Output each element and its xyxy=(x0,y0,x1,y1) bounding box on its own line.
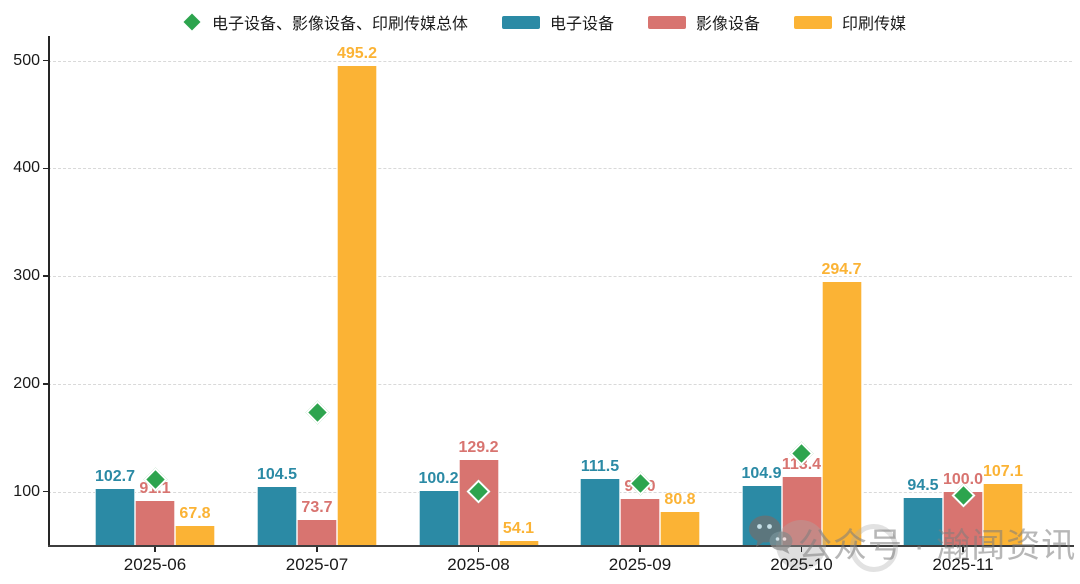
bar-value-label-imaging-equipment-2025-11: 100.0 xyxy=(942,470,984,488)
x-tick-label-2025-06: 2025-06 xyxy=(123,555,187,574)
bar-print-media-2025-08 xyxy=(498,541,539,547)
bar-electronic-equipment-2025-10 xyxy=(741,486,782,547)
diamond-marker-overall-index-2025-07 xyxy=(304,400,330,426)
y-tick-label: 500 xyxy=(13,51,40,69)
y-tick-mark xyxy=(43,275,48,277)
bar-print-media-2025-09 xyxy=(660,512,700,547)
y-axis-spine xyxy=(48,36,50,547)
bar-electronic-equipment-2025-11 xyxy=(903,497,943,547)
bar-print-media-2025-07 xyxy=(337,65,377,547)
legend-item-2: 影像设备 xyxy=(648,10,760,34)
bar-value-label-electronic-equipment-2025-10: 104.9 xyxy=(741,465,782,483)
x-tick-label-2025-08: 2025-08 xyxy=(447,555,510,574)
x-tick-mark xyxy=(800,547,803,552)
y-gridline xyxy=(48,168,1072,170)
x-tick-label-2025-09: 2025-09 xyxy=(608,555,672,574)
legend-swatch-icon xyxy=(648,15,687,29)
y-tick-label: 200 xyxy=(13,374,40,392)
bar-electronic-equipment-2025-07 xyxy=(257,486,297,547)
bar-electronic-equipment-2025-06 xyxy=(95,488,135,547)
x-tick-mark xyxy=(154,547,156,552)
legend-label-3: 印刷传媒 xyxy=(842,16,907,33)
bar-value-label-print-media-2025-06: 67.8 xyxy=(179,505,211,523)
bar-value-label-imaging-equipment-2025-08: 129.2 xyxy=(458,439,499,457)
bar-value-label-imaging-equipment-2025-07: 73.7 xyxy=(301,498,333,516)
x-tick-mark xyxy=(962,547,964,552)
bar-value-label-electronic-equipment-2025-08: 100.2 xyxy=(418,470,459,488)
bar-imaging-equipment-2025-09 xyxy=(620,499,660,547)
y-tick-label: 300 xyxy=(13,267,40,285)
bar-value-label-print-media-2025-08: 54.1 xyxy=(502,520,535,538)
y-tick-mark xyxy=(43,59,48,62)
bar-imaging-equipment-2025-06 xyxy=(135,501,175,547)
x-tick-label-2025-10: 2025-10 xyxy=(770,555,833,574)
x-tick-label-2025-07: 2025-07 xyxy=(285,555,349,574)
bar-value-label-electronic-equipment-2025-11: 94.5 xyxy=(907,476,939,494)
bar-print-media-2025-10 xyxy=(821,281,862,547)
x-tick-label-2025-11: 2025-11 xyxy=(932,555,994,574)
legend-label-1: 电子设备 xyxy=(550,16,615,33)
y-tick-label: 400 xyxy=(13,159,40,177)
legend-label-0: 电子设备、影像设备、印刷传媒总体 xyxy=(212,16,469,33)
y-tick-mark xyxy=(43,383,48,385)
y-gridline xyxy=(48,491,1072,493)
y-tick-mark xyxy=(43,167,48,170)
legend-diamond-icon xyxy=(183,13,201,31)
y-tick-label: 100 xyxy=(13,482,40,500)
bar-electronic-equipment-2025-08 xyxy=(418,491,459,547)
bar-imaging-equipment-2025-10 xyxy=(781,477,822,547)
bar-electronic-equipment-2025-09 xyxy=(580,479,620,547)
bar-value-label-electronic-equipment-2025-09: 111.5 xyxy=(580,458,620,476)
bar-imaging-equipment-2025-07 xyxy=(297,519,337,547)
bar-value-label-print-media-2025-10: 294.7 xyxy=(821,260,862,278)
x-axis-spine xyxy=(48,545,1074,547)
legend-item-0: 电子设备、影像设备、印刷传媒总体 xyxy=(182,10,468,34)
bar-value-label-print-media-2025-09: 80.8 xyxy=(664,491,696,509)
y-gridline xyxy=(48,383,1072,385)
y-gridline xyxy=(48,276,1072,278)
legend-swatch-icon xyxy=(794,15,833,29)
x-tick-mark xyxy=(316,547,318,552)
x-tick-mark xyxy=(477,547,480,552)
legend-swatch-icon xyxy=(502,15,541,29)
bar-imaging-equipment-2025-08 xyxy=(458,460,499,547)
bar-value-label-electronic-equipment-2025-06: 102.7 xyxy=(94,467,136,485)
y-gridline xyxy=(48,60,1072,62)
bar-value-label-print-media-2025-11: 107.1 xyxy=(982,462,1024,480)
legend-label-2: 影像设备 xyxy=(696,16,761,33)
bar-value-label-print-media-2025-07: 495.2 xyxy=(336,44,378,62)
legend-item-3: 印刷传媒 xyxy=(794,10,906,34)
chart-legend: 电子设备、影像设备、印刷传媒总体 电子设备 影像设备 印刷传媒 xyxy=(182,10,906,34)
x-tick-mark xyxy=(639,547,641,552)
legend-item-1: 电子设备 xyxy=(502,10,614,34)
bar-value-label-electronic-equipment-2025-07: 104.5 xyxy=(256,465,298,483)
bar-print-media-2025-11 xyxy=(983,483,1023,547)
y-tick-mark xyxy=(43,490,48,493)
bar-print-media-2025-06 xyxy=(175,526,215,547)
